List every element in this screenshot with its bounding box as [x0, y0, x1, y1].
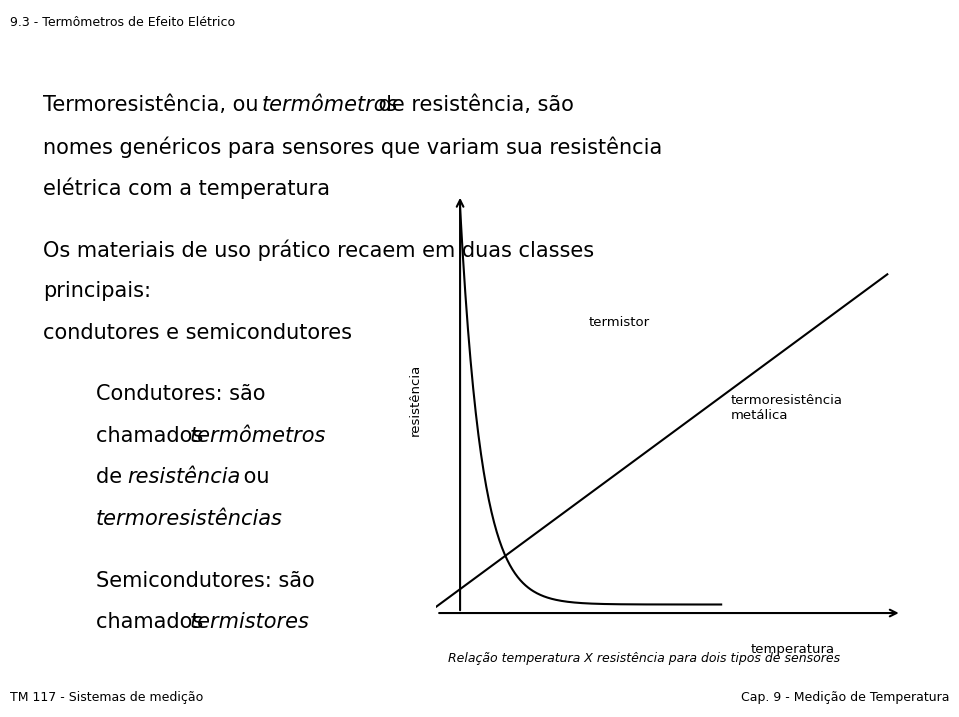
Text: principais:: principais: — [43, 281, 152, 301]
Text: chamados: chamados — [96, 612, 210, 632]
Text: resistência: resistência — [128, 467, 241, 488]
Text: termistor: termistor — [588, 316, 649, 329]
Text: termômetros: termômetros — [190, 426, 326, 446]
Text: de: de — [96, 467, 129, 488]
Text: elétrica com a temperatura: elétrica com a temperatura — [43, 178, 330, 199]
Text: termoresistências: termoresistências — [96, 509, 283, 529]
Text: de resistência, são: de resistência, são — [372, 95, 573, 115]
Text: nomes genéricos para sensores que variam sua resistência: nomes genéricos para sensores que variam… — [43, 136, 663, 158]
Text: temperatura: temperatura — [750, 643, 834, 656]
Text: 9.3 - Termômetros de Efeito Elétrico: 9.3 - Termômetros de Efeito Elétrico — [10, 16, 235, 29]
Text: Semicondutores: são: Semicondutores: são — [96, 571, 315, 591]
Text: Relação temperatura X resistência para dois tipos de sensores: Relação temperatura X resistência para d… — [449, 652, 840, 665]
Text: TM 117 - Sistemas de medição: TM 117 - Sistemas de medição — [10, 691, 203, 704]
Text: ou: ou — [237, 467, 269, 488]
Text: condutores e semicondutores: condutores e semicondutores — [43, 323, 352, 343]
Text: chamados: chamados — [96, 426, 210, 446]
Text: Cap. 9 - Medição de Temperatura: Cap. 9 - Medição de Temperatura — [741, 691, 949, 704]
Text: Os materiais de uso prático recaem em duas classes: Os materiais de uso prático recaem em du… — [43, 239, 595, 261]
Text: resistência: resistência — [409, 364, 422, 436]
Text: termoresistência
metálica: termoresistência metálica — [731, 394, 843, 422]
Text: Termoresistência, ou: Termoresistência, ou — [43, 95, 266, 115]
Text: termômetros: termômetros — [262, 95, 398, 115]
Text: Condutores: são: Condutores: são — [96, 384, 266, 404]
Text: termistores: termistores — [190, 612, 310, 632]
